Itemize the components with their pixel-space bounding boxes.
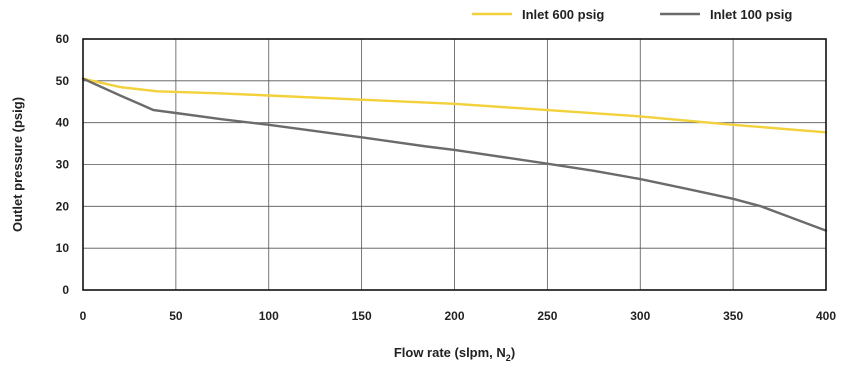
- legend: Inlet 600 psig Inlet 100 psig: [472, 7, 792, 22]
- legend-label-2: Inlet 100 psig: [710, 7, 792, 22]
- y-tick-label: 60: [56, 32, 70, 46]
- plot-frame: [82, 38, 827, 291]
- x-axis-title-subscript: 2: [506, 353, 511, 363]
- y-tick-label: 20: [56, 199, 70, 213]
- grid: [82, 38, 827, 291]
- x-tick-label: 400: [816, 309, 836, 323]
- y-tick-label: 40: [56, 116, 70, 130]
- series-line-1: [81, 77, 828, 134]
- y-tick-label: 0: [62, 283, 69, 297]
- x-tick-labels: 0 50 100 150 200 250 300 350 400: [80, 309, 837, 323]
- x-tick-label: 300: [630, 309, 650, 323]
- y-tick-label: 10: [56, 241, 70, 255]
- series-line-2: [81, 77, 828, 232]
- x-axis-title-main: Flow rate (slpm, N: [394, 345, 506, 360]
- series-layer: [81, 77, 828, 232]
- x-axis-title-suffix: ): [511, 345, 515, 360]
- x-tick-label: 50: [169, 309, 183, 323]
- x-tick-label: 100: [259, 309, 279, 323]
- x-tick-label: 150: [352, 309, 372, 323]
- x-tick-label: 200: [444, 309, 464, 323]
- x-axis-title: Flow rate (slpm, N2): [394, 345, 515, 363]
- y-axis-title: Outlet pressure (psig): [10, 97, 25, 232]
- y-tick-labels: 0 10 20 30 40 50 60: [56, 32, 70, 297]
- y-tick-label: 50: [56, 74, 70, 88]
- x-tick-label: 350: [723, 309, 743, 323]
- legend-label-1: Inlet 600 psig: [522, 7, 604, 22]
- x-tick-label: 0: [80, 309, 87, 323]
- x-tick-label: 250: [537, 309, 557, 323]
- y-tick-label: 30: [56, 158, 70, 172]
